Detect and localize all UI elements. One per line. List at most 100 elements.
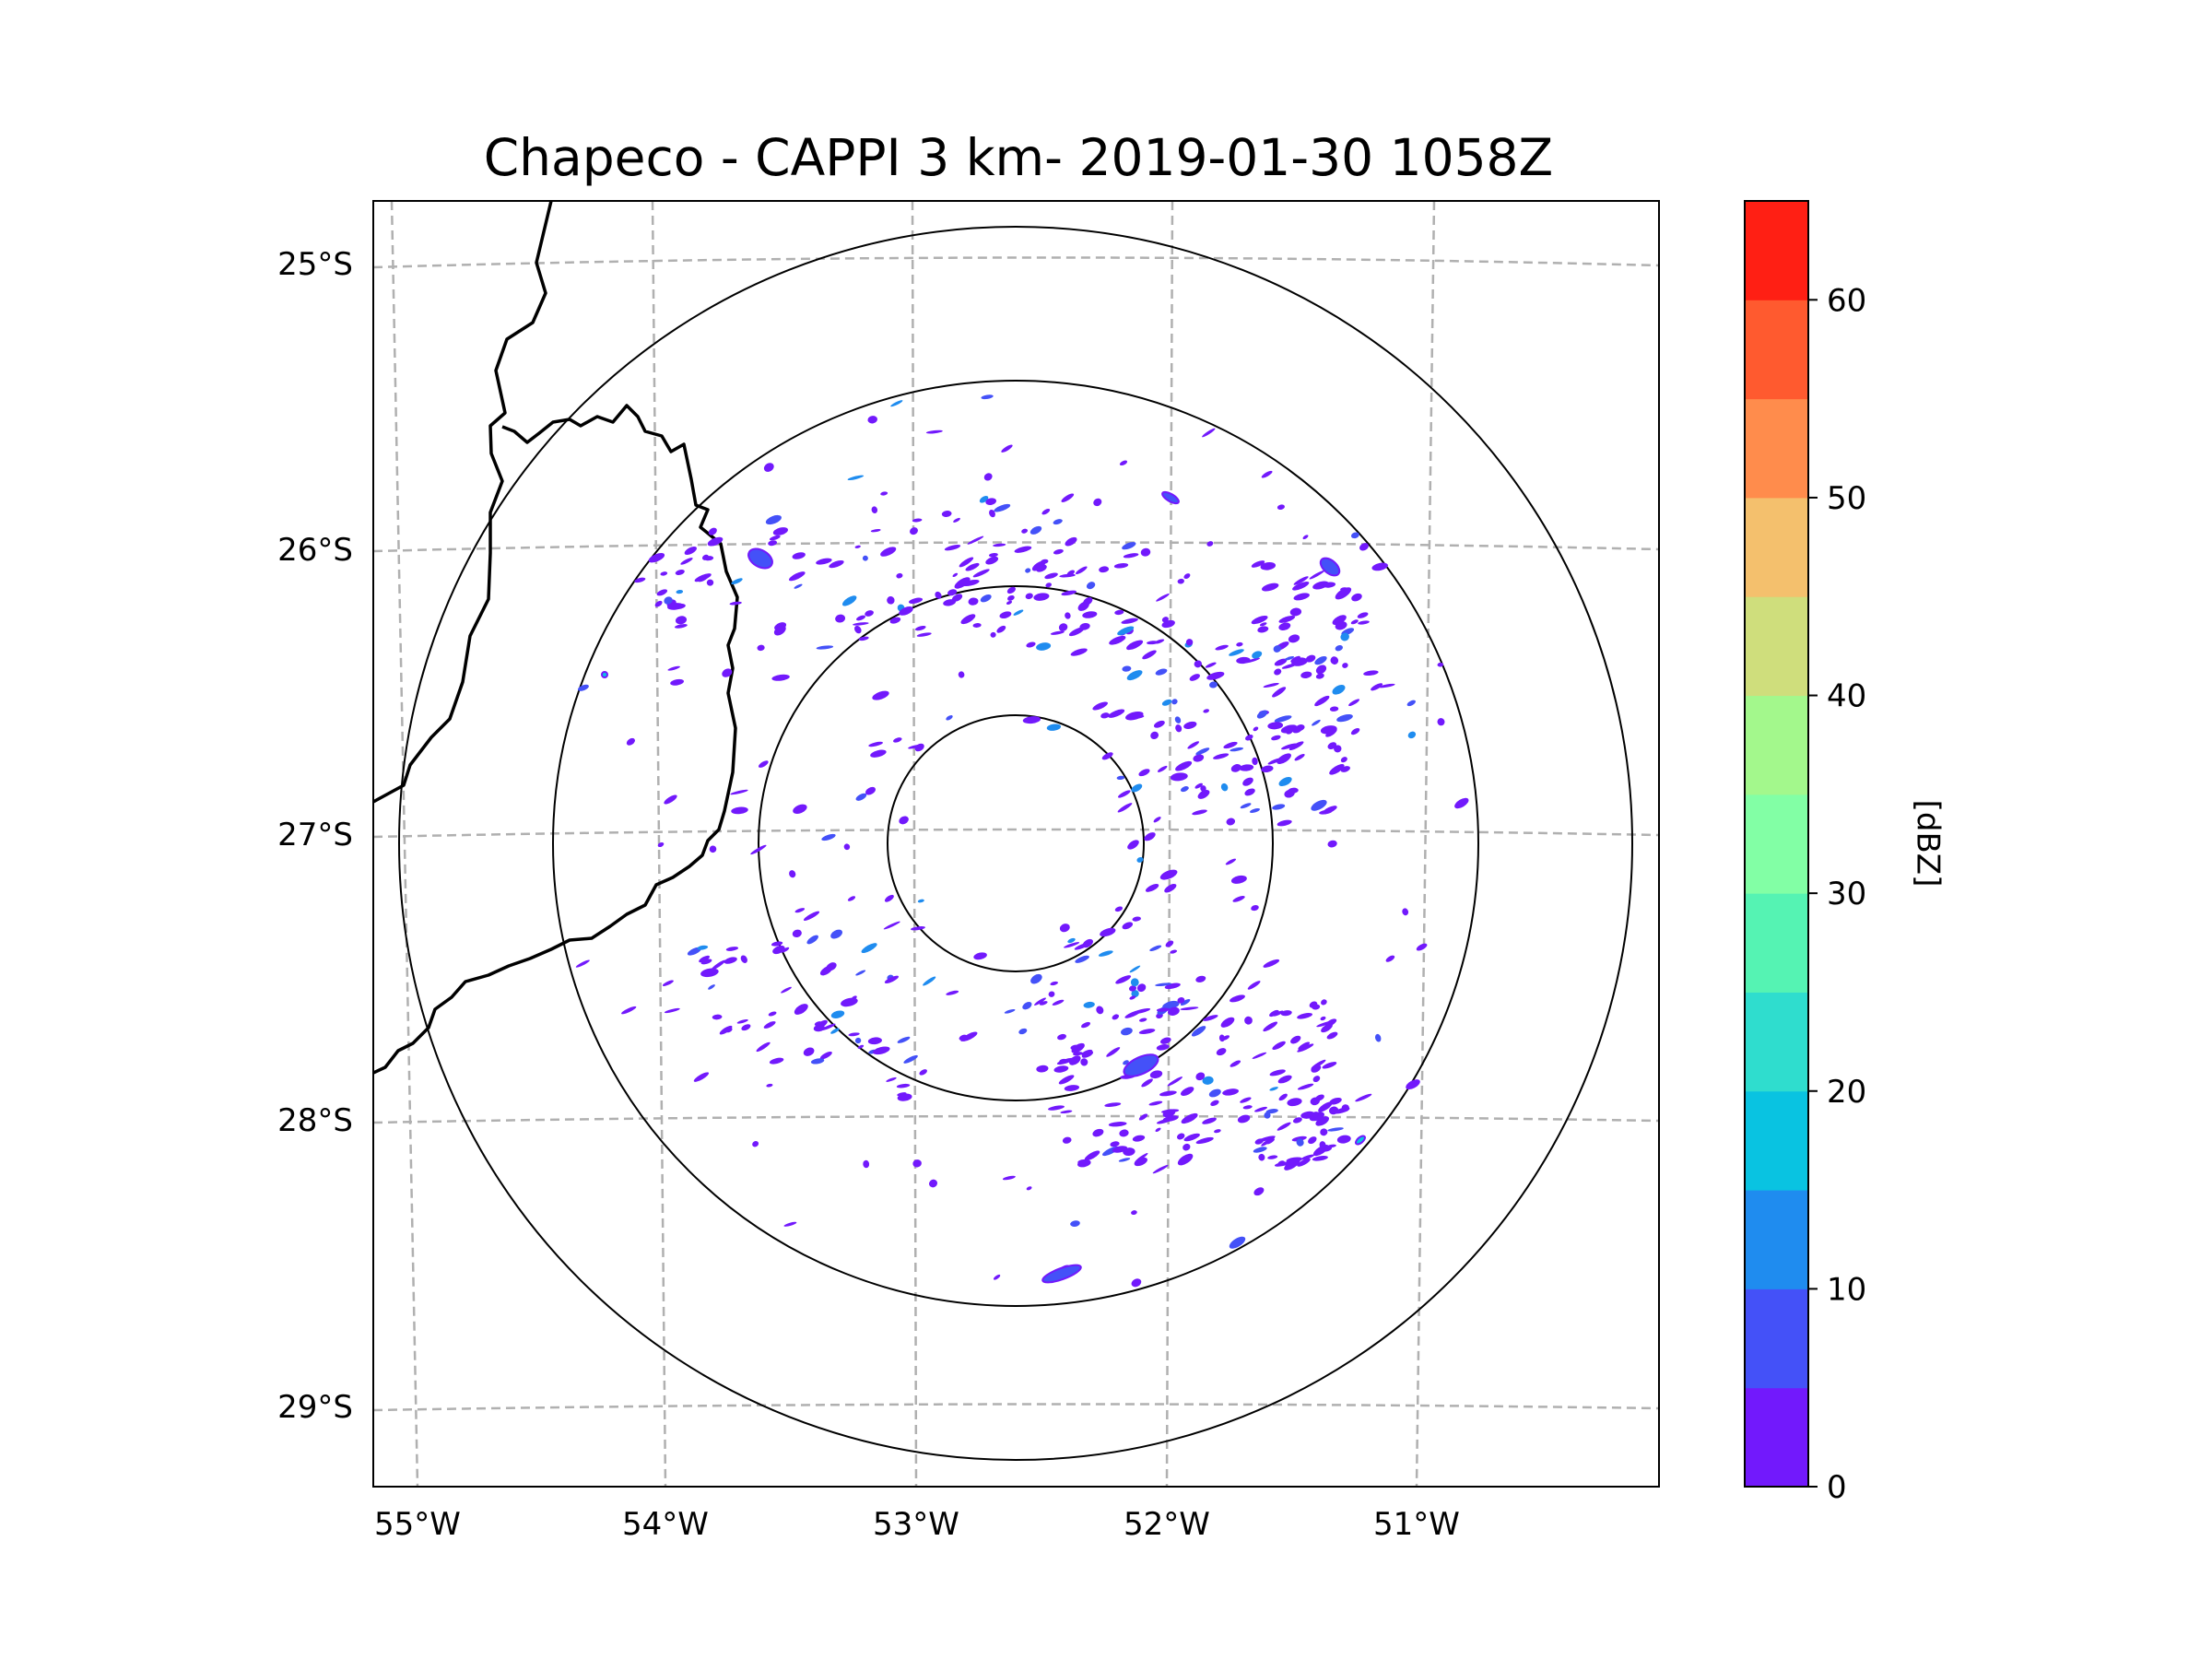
echo-cell: [910, 527, 918, 535]
echo-cell: [763, 463, 774, 472]
echo-cell: [687, 947, 701, 956]
echo-cell: [1350, 619, 1359, 625]
echo-cell: [1068, 627, 1085, 637]
echo-cell: [815, 1019, 828, 1030]
echo-cell: [1253, 726, 1259, 732]
echo-cell: [1086, 582, 1096, 590]
echo-cell: [1045, 582, 1052, 588]
echo-cell: [675, 570, 685, 575]
lat-label-26s: 26°S: [277, 532, 353, 569]
echo-cell: [1202, 1076, 1214, 1085]
echo-cell: [1026, 641, 1036, 648]
echo-cell: [863, 1159, 870, 1169]
echo-cell: [873, 1046, 890, 1055]
echo-cell: [1267, 722, 1284, 730]
echo-cell: [1161, 619, 1175, 629]
echo-cell: [1251, 616, 1268, 625]
colorbar-tick-label: 30: [1827, 876, 1866, 912]
echo-cell: [1406, 700, 1416, 707]
echo-cell: [1118, 1158, 1131, 1162]
echo-cell: [1311, 799, 1327, 811]
echo-cell: [1273, 645, 1282, 653]
echo-cell: [803, 1047, 815, 1056]
echo-cell: [680, 558, 693, 565]
echo-cell: [1261, 765, 1274, 773]
echo-cell: [1335, 621, 1347, 630]
echo-cell: [1278, 622, 1291, 630]
echo-cell: [634, 577, 646, 583]
echo-cell: [664, 1007, 680, 1014]
echo-cell: [826, 962, 837, 971]
echo-cell: [806, 935, 818, 945]
echo-cell: [1156, 1044, 1170, 1051]
range-ring-200km: [398, 226, 1633, 1461]
echo-cell: [999, 611, 1012, 619]
echo-cell: [1112, 1014, 1120, 1020]
echo-cell: [699, 955, 711, 963]
echo-cell: [1022, 716, 1041, 724]
echo-cell: [1077, 1159, 1091, 1168]
echo-cell: [1407, 731, 1417, 739]
echo-cell: [1257, 626, 1269, 633]
echo-cell: [1336, 1135, 1351, 1144]
echo-cell: [1266, 1138, 1276, 1145]
echo-cell: [816, 558, 832, 565]
echo-cell: [1294, 754, 1305, 761]
echo-cell: [1195, 975, 1206, 982]
echo-cell: [656, 589, 668, 596]
echo-cell: [1117, 626, 1135, 636]
echo-cell: [724, 957, 737, 964]
echo-cell: [1340, 766, 1350, 772]
radar-echoes: [575, 394, 1469, 1288]
echo-cell: [1167, 1077, 1182, 1087]
echo-cell: [870, 749, 887, 758]
echo-cell: [896, 572, 903, 579]
colorbar-segment: [1745, 1387, 1808, 1488]
lon-labels: 55°W 54°W 53°W 52°W 51°W: [374, 1506, 1460, 1543]
echo-cell: [1271, 735, 1281, 741]
echo-cell: [1319, 1141, 1326, 1149]
echo-cell: [1320, 725, 1337, 735]
echo-cell: [1155, 668, 1168, 676]
gridline-lon-51w: [1415, 201, 1436, 1487]
echo-cell: [1341, 1104, 1349, 1112]
echo-cell: [1160, 1037, 1171, 1044]
echo-cell: [1180, 998, 1191, 1006]
echo-cell: [1305, 654, 1316, 663]
echo-cell: [1351, 593, 1362, 602]
echo-cell: [1098, 950, 1113, 957]
echo-cell: [1385, 955, 1395, 962]
echo-cell: [1202, 428, 1216, 438]
echo-cell: [917, 899, 924, 903]
echo-cell: [967, 535, 984, 545]
echo-cell-large: [1041, 1264, 1082, 1284]
echo-cell: [731, 578, 743, 585]
echo-cell-large: [1123, 1053, 1159, 1077]
echo-cell: [792, 552, 806, 559]
echo-cell: [896, 1083, 911, 1088]
colorbar-segment: [1745, 398, 1808, 499]
echo-cell: [1156, 594, 1170, 602]
echo-cell: [1257, 1135, 1276, 1142]
colorbar-segment: [1745, 695, 1808, 795]
echo-cell: [1205, 662, 1217, 668]
echo-cell: [1274, 668, 1282, 676]
echo-cell-large: [747, 547, 773, 570]
echo-cell: [1064, 942, 1080, 948]
echo-cell: [1256, 710, 1268, 719]
echo-cell: [1214, 1129, 1221, 1134]
colorbar-tick-label: 10: [1827, 1271, 1866, 1308]
echo-cell: [857, 1044, 865, 1049]
echo-cell: [1278, 776, 1292, 787]
echo-cell: [1050, 630, 1065, 635]
echo-cell: [867, 416, 877, 424]
echo-cell: [794, 908, 806, 913]
echo-cell: [988, 553, 998, 558]
echo-cell: [1155, 1127, 1161, 1133]
echo-cell: [707, 536, 724, 547]
echo-cell: [847, 475, 865, 481]
echo-cell: [1156, 1007, 1171, 1012]
country-borders: [373, 201, 739, 1075]
echo-cell: [671, 603, 686, 610]
echo-cell: [1084, 1150, 1100, 1161]
